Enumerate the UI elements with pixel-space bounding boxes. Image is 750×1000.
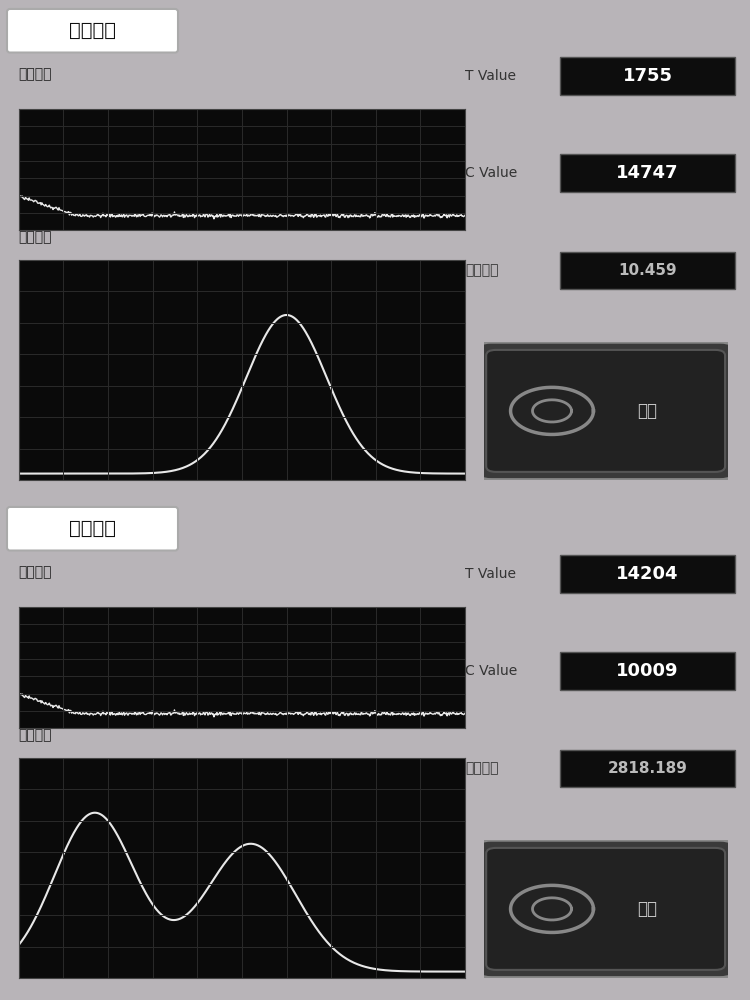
Text: 发光曲线: 发光曲线	[18, 231, 52, 245]
Text: T Value: T Value	[465, 69, 516, 83]
Polygon shape	[511, 387, 526, 396]
Polygon shape	[578, 387, 593, 396]
Polygon shape	[547, 879, 557, 885]
FancyBboxPatch shape	[560, 154, 735, 192]
Polygon shape	[499, 906, 511, 912]
Text: 检测信息: 检测信息	[70, 519, 116, 538]
FancyBboxPatch shape	[560, 555, 735, 593]
Polygon shape	[547, 381, 557, 387]
FancyBboxPatch shape	[476, 342, 735, 480]
FancyBboxPatch shape	[560, 750, 735, 787]
Text: 检测浓度: 检测浓度	[465, 761, 499, 775]
Text: 光谱曲线: 光谱曲线	[18, 565, 52, 579]
Text: 2818.189: 2818.189	[608, 761, 688, 776]
FancyBboxPatch shape	[476, 840, 735, 978]
Text: 检测浓度: 检测浓度	[465, 263, 499, 277]
Polygon shape	[578, 923, 593, 932]
Polygon shape	[547, 434, 557, 441]
FancyBboxPatch shape	[560, 57, 735, 95]
Polygon shape	[578, 425, 593, 434]
Text: 10009: 10009	[616, 662, 679, 680]
FancyBboxPatch shape	[7, 9, 178, 53]
Text: 光谱曲线: 光谱曲线	[18, 67, 52, 81]
FancyBboxPatch shape	[486, 350, 725, 472]
Polygon shape	[511, 923, 526, 932]
Text: 发光曲线: 发光曲线	[18, 729, 52, 743]
FancyBboxPatch shape	[7, 507, 178, 551]
Text: 检测信息: 检测信息	[70, 21, 116, 40]
Text: T Value: T Value	[465, 567, 516, 581]
FancyBboxPatch shape	[560, 252, 735, 289]
Text: 14204: 14204	[616, 565, 679, 583]
FancyBboxPatch shape	[486, 848, 725, 970]
Polygon shape	[511, 425, 526, 434]
Polygon shape	[578, 885, 593, 894]
Text: 14747: 14747	[616, 164, 679, 182]
Text: 信息: 信息	[637, 402, 657, 420]
Polygon shape	[499, 408, 511, 414]
Polygon shape	[511, 885, 526, 894]
Text: C Value: C Value	[465, 664, 518, 678]
Polygon shape	[593, 408, 605, 414]
Text: 1755: 1755	[622, 67, 673, 85]
Text: 信息: 信息	[637, 900, 657, 918]
Text: C Value: C Value	[465, 166, 518, 180]
Polygon shape	[593, 906, 605, 912]
FancyBboxPatch shape	[560, 652, 735, 690]
Text: 10.459: 10.459	[618, 263, 676, 278]
Polygon shape	[547, 932, 557, 939]
